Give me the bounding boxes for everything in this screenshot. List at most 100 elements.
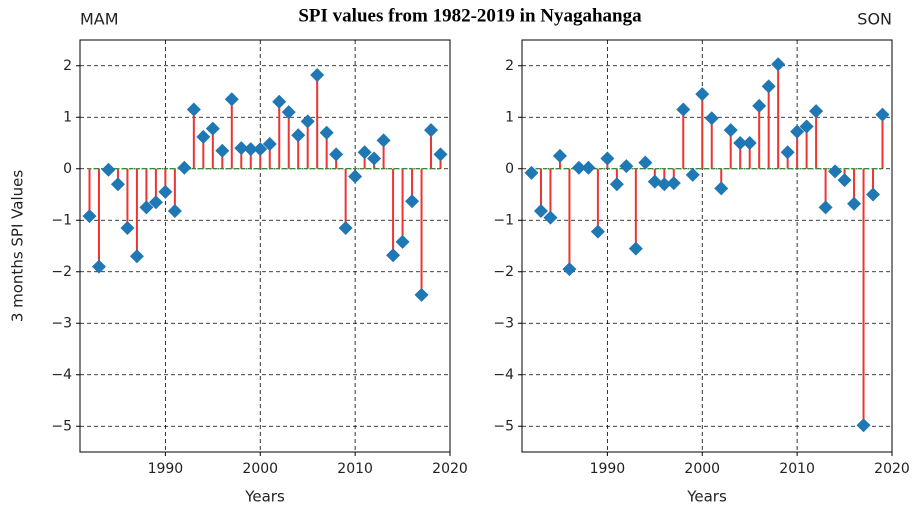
- marker: [158, 184, 173, 199]
- marker: [552, 148, 567, 163]
- marker: [262, 137, 277, 152]
- marker: [386, 248, 401, 263]
- y-tick-label: −5: [51, 418, 72, 434]
- y-tick-label: −3: [493, 315, 514, 331]
- marker: [82, 209, 97, 224]
- marker: [186, 102, 201, 117]
- marker: [628, 241, 643, 256]
- marker: [120, 220, 135, 235]
- x-tick-label: 1990: [148, 461, 184, 477]
- marker: [619, 159, 634, 174]
- x-tick-label: 2000: [684, 461, 720, 477]
- marker: [91, 259, 106, 274]
- marker: [771, 57, 786, 72]
- marker: [243, 142, 258, 157]
- marker: [319, 125, 334, 140]
- marker: [685, 167, 700, 182]
- y-tick-label: 0: [63, 161, 72, 177]
- marker: [234, 141, 249, 156]
- marker: [799, 119, 814, 134]
- marker: [609, 177, 624, 192]
- marker: [790, 124, 805, 139]
- marker: [723, 123, 738, 138]
- marker: [224, 92, 239, 107]
- marker: [733, 136, 748, 150]
- x-tick-label: 2010: [779, 461, 815, 477]
- marker: [433, 147, 448, 162]
- marker: [780, 145, 795, 160]
- panel-title: SON: [857, 10, 892, 29]
- marker: [533, 203, 548, 218]
- marker: [837, 173, 852, 188]
- marker: [657, 177, 672, 192]
- marker: [600, 151, 615, 166]
- marker: [253, 142, 268, 157]
- marker: [395, 234, 410, 249]
- marker: [167, 203, 182, 218]
- marker: [695, 87, 710, 102]
- marker: [272, 94, 287, 109]
- x-axis-label: Years: [244, 488, 285, 506]
- marker: [847, 196, 862, 211]
- marker: [742, 136, 757, 150]
- marker: [281, 105, 296, 120]
- marker: [300, 114, 315, 129]
- marker: [581, 160, 596, 175]
- plot-frame: [521, 39, 893, 453]
- marker: [714, 181, 729, 196]
- marker: [752, 98, 767, 113]
- x-tick-label: 2010: [337, 461, 373, 477]
- marker: [357, 145, 372, 160]
- y-tick-label: −3: [51, 315, 72, 331]
- y-axis-label: 3 months SPI Values: [9, 170, 27, 323]
- marker: [704, 111, 719, 126]
- panel-title: MAM: [80, 10, 119, 29]
- marker: [110, 177, 125, 192]
- marker: [818, 200, 833, 215]
- x-tick-label: 2000: [242, 461, 278, 477]
- marker: [761, 79, 776, 94]
- marker: [809, 104, 824, 119]
- marker: [215, 143, 230, 158]
- marker: [571, 160, 586, 175]
- y-tick-label: 1: [505, 109, 514, 125]
- y-tick-label: 0: [505, 161, 514, 177]
- marker: [310, 68, 325, 83]
- marker: [562, 262, 577, 277]
- y-tick-label: −2: [51, 264, 72, 280]
- marker: [177, 160, 192, 175]
- marker: [856, 418, 871, 433]
- x-tick-label: 2020: [432, 461, 468, 477]
- figure-title: SPI values from 1982-2019 in Nyagahanga: [298, 5, 642, 26]
- marker: [524, 165, 539, 180]
- y-tick-label: 2: [505, 58, 514, 74]
- marker: [148, 195, 163, 210]
- marker: [875, 107, 890, 122]
- y-tick-label: −4: [493, 367, 514, 383]
- y-tick-label: 1: [63, 109, 72, 125]
- y-tick-label: −4: [51, 367, 72, 383]
- y-tick-label: 2: [63, 58, 72, 74]
- marker: [828, 164, 843, 179]
- marker: [338, 220, 353, 235]
- marker: [543, 210, 558, 225]
- y-tick-label: −5: [493, 418, 514, 434]
- y-tick-label: −2: [493, 264, 514, 280]
- marker: [129, 249, 144, 264]
- marker: [666, 176, 681, 191]
- x-tick-label: 2020: [874, 461, 910, 477]
- marker: [405, 194, 420, 209]
- x-axis-label: Years: [686, 488, 727, 506]
- marker: [424, 123, 439, 138]
- marker: [291, 128, 306, 143]
- plot-frame: [79, 39, 451, 453]
- marker: [866, 187, 881, 202]
- marker: [205, 121, 220, 136]
- marker: [139, 200, 154, 215]
- marker: [376, 133, 391, 148]
- marker: [348, 169, 363, 184]
- marker: [590, 224, 605, 239]
- marker: [638, 155, 653, 170]
- marker: [329, 147, 344, 162]
